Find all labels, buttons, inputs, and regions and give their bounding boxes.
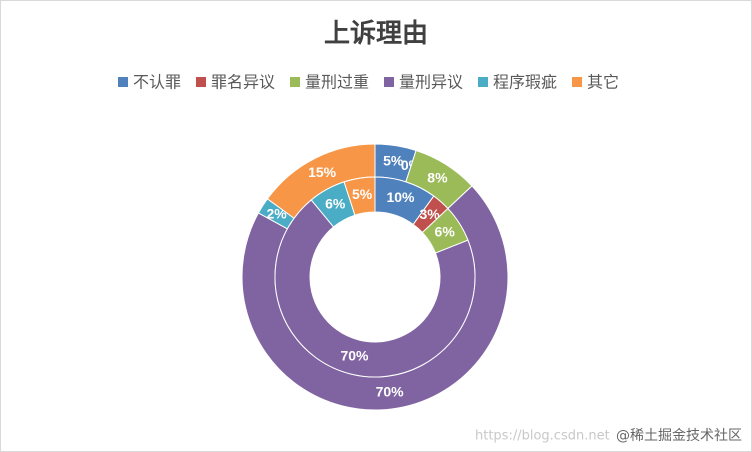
data-label: 5% [352,186,373,202]
legend-swatch [572,77,582,87]
legend-swatch [290,77,300,87]
legend-label: 不认罪 [133,73,181,92]
watermark: https://blog.csdn.net [475,429,610,444]
watermark: @稀土掘金技术社区 [616,428,742,444]
ring-segment [274,199,476,378]
chart-title: 上诉理由 [324,19,428,49]
legend-swatch [196,77,206,87]
data-label: 70% [340,348,369,364]
data-label: 70% [376,383,405,399]
legend-swatch [118,77,128,87]
ring-segment [343,176,376,216]
legend-label: 量刑异议 [399,73,463,92]
legend-label: 程序瑕疵 [493,73,557,92]
legend: 不认罪 罪名异议 量刑过重 量刑异议 程序瑕疵 其它 [118,73,619,92]
data-label: 8% [427,169,448,185]
data-label: 10% [386,189,415,205]
legend-label: 其它 [587,73,619,92]
legend-swatch [478,77,488,87]
rings: 5%0%8%70%2%15%10%3%6%70%6%5% [241,143,509,411]
data-label: 15% [308,164,337,180]
legend-label: 量刑过重 [305,73,369,92]
data-label: 3% [419,206,440,222]
data-label: 6% [435,223,456,239]
legend-label: 罪名异议 [211,73,275,92]
legend-swatch [384,77,394,87]
data-label: 5% [383,153,404,169]
data-label: 6% [325,195,346,211]
